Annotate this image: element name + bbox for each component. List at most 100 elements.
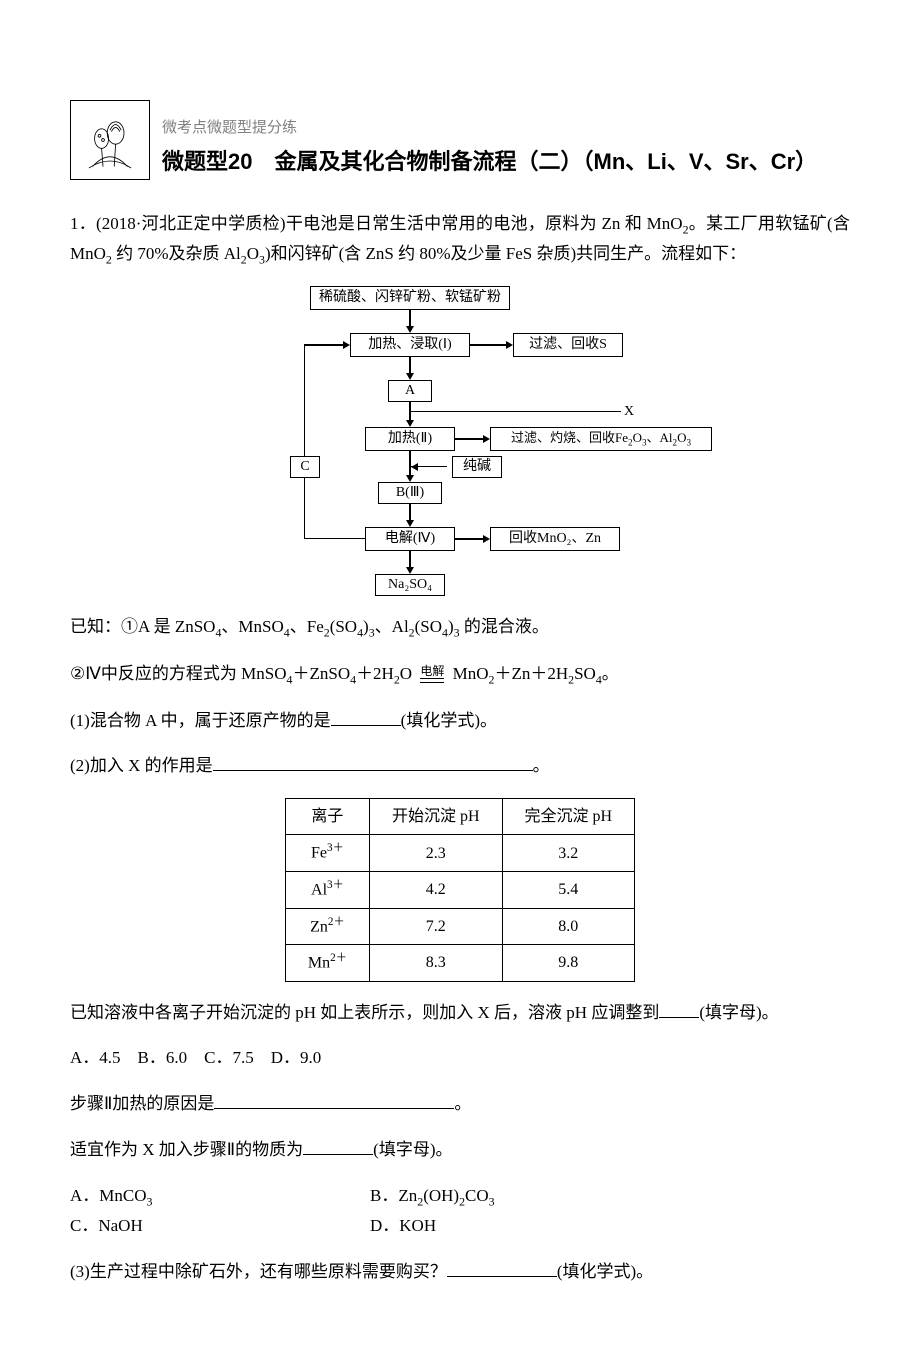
blank[interactable]	[447, 1259, 557, 1277]
table-row: Al3＋ 4.2 5.4	[285, 871, 634, 908]
t: 约 70%及杂质 Al	[112, 244, 241, 263]
arrow-head	[506, 341, 513, 349]
opt-row-2: C．NaOH D．KOH	[70, 1212, 850, 1241]
t: (填字母)。	[699, 1003, 778, 1022]
t: 。	[454, 1094, 471, 1113]
td: 7.2	[369, 908, 502, 945]
td: 3.2	[502, 835, 635, 872]
flow-electrolysis: 电解(Ⅳ)	[365, 527, 455, 551]
known-2: ②Ⅳ中反应的方程式为 MnSO4＋ZnSO4＋2H2O 电解 MnO2＋Zn＋2…	[70, 660, 850, 690]
t: 。	[533, 756, 550, 775]
opt-C: C．NaOH	[70, 1212, 370, 1241]
flow-step1: 加热、浸取(Ⅰ)	[350, 333, 470, 357]
opt-D: D．KOH	[370, 1212, 436, 1241]
header: 微考点微题型提分练 微题型20 金属及其化合物制备流程（二）（Mn、Li、V、S…	[70, 100, 850, 180]
opt-B: B．Zn2(OH)2CO3	[370, 1182, 495, 1212]
t: ＋ZnSO	[292, 664, 350, 683]
arrow-head	[483, 435, 490, 443]
arrow-head	[483, 535, 490, 543]
flow-output: Na₂SO₄	[375, 574, 445, 596]
t: 、MnSO	[221, 617, 283, 636]
t: 2＋	[328, 916, 345, 928]
after-table-1: 已知溶液中各离子开始沉淀的 pH 如上表所示，则加入 X 后，溶液 pH 应调整…	[70, 999, 850, 1028]
line	[304, 478, 305, 539]
t: 的混合液。	[460, 617, 549, 636]
arrow-head	[343, 341, 350, 349]
td-ion: Zn2＋	[285, 908, 369, 945]
electrolysis-symbol: 电解	[416, 665, 448, 684]
flow-soda: 纯碱	[452, 456, 502, 478]
t: 、Al	[375, 617, 409, 636]
t: Zn	[310, 918, 328, 935]
t: 电解	[420, 665, 444, 677]
blank[interactable]	[214, 1091, 454, 1109]
t: 已知：①A 是 ZnSO	[70, 617, 215, 636]
t: (2)加入 X 的作用是	[70, 756, 213, 775]
th: 开始沉淀 pH	[369, 799, 502, 835]
title-text: 金属及其化合物制备流程（二）（Mn、Li、V、Sr、Cr）	[275, 149, 818, 174]
arrow-head	[411, 463, 418, 471]
arrow-head	[406, 520, 414, 527]
ph-table: 离子 开始沉淀 pH 完全沉淀 pH Fe3＋ 2.3 3.2 Al3＋ 4.2…	[285, 798, 635, 981]
sub-q3: (3)生产过程中除矿石外，还有哪些原料需要购买？ (填化学式)。	[70, 1258, 850, 1287]
t: 已知溶液中各离子开始沉淀的 pH 如上表所示，则加入 X 后，溶液 pH 应调整…	[70, 1003, 659, 1022]
t: O	[247, 244, 259, 263]
arrow	[455, 438, 485, 440]
td: 2.3	[369, 835, 502, 872]
t: ＋Zn＋2H	[494, 664, 568, 683]
t: ＋2H	[356, 664, 394, 683]
t: O	[400, 664, 417, 683]
th: 完全沉淀 pH	[502, 799, 635, 835]
heat-reason: 步骤Ⅱ加热的原因是 。	[70, 1090, 850, 1119]
flow-X: X	[624, 400, 634, 424]
t: (填化学式)。	[557, 1262, 653, 1281]
t: SO	[574, 664, 596, 683]
t: 2＋	[330, 952, 347, 964]
title-num: 微题型20	[162, 149, 252, 174]
blank[interactable]	[331, 708, 401, 726]
t: (SO	[330, 617, 357, 636]
opts-ph: A．4.5 B．6.0 C．7.5 D．9.0	[70, 1044, 850, 1073]
t: Mn	[308, 954, 330, 971]
blank[interactable]	[659, 1000, 699, 1018]
t: (填化学式)。	[401, 711, 497, 730]
known-1: 已知：①A 是 ZnSO4、MnSO4、Fe2(SO4)3、Al2(SO4)3 …	[70, 613, 850, 643]
td-ion: Al3＋	[285, 871, 369, 908]
td-ion: Mn2＋	[285, 945, 369, 982]
t: ②Ⅳ中反应的方程式为 MnSO	[70, 664, 287, 683]
flowchart-wrap: 稀硫酸、闪锌矿粉、软锰矿粉 加热、浸取(Ⅰ) 过滤、回收S A X 加热(Ⅱ)	[70, 286, 850, 596]
t: Fe	[311, 845, 327, 862]
line	[304, 345, 305, 456]
t: 1．(2018·河北正定中学质检)干电池是日常生活中常用的电池，原料为 Zn 和…	[70, 214, 683, 233]
question-intro: 1．(2018·河北正定中学质检)干电池是日常生活中常用的电池，原料为 Zn 和…	[70, 210, 850, 269]
sub-q1: (1)混合物 A 中，属于还原产物的是(填化学式)。	[70, 707, 850, 736]
td: 9.8	[502, 945, 635, 982]
arrow-head	[406, 420, 414, 427]
td: 8.3	[369, 945, 502, 982]
t: Al	[311, 881, 327, 898]
header-subtitle: 微考点微题型提分练	[162, 115, 817, 141]
th: 离子	[285, 799, 369, 835]
td: 5.4	[502, 871, 635, 908]
table-row: Fe3＋ 2.3 3.2	[285, 835, 634, 872]
x-choice: 适宜作为 X 加入步骤Ⅱ的物质为(填字母)。	[70, 1136, 850, 1165]
lotus-icon	[70, 100, 150, 180]
sub-q2: (2)加入 X 的作用是 。	[70, 752, 850, 781]
blank[interactable]	[303, 1137, 373, 1155]
t: 步骤Ⅱ加热的原因是	[70, 1094, 214, 1113]
arrow	[455, 538, 485, 540]
blank[interactable]	[213, 753, 533, 771]
t: )和闪锌矿(含 ZnS 约 80%及少量 FeS 杂质)共同生产。流程如下：	[265, 244, 746, 263]
t: (3)生产过程中除矿石外，还有哪些原料需要购买？	[70, 1262, 447, 1281]
t: 过滤、灼烧、回收Fe	[511, 430, 628, 445]
flow-input: 稀硫酸、闪锌矿粉、软锰矿粉	[310, 286, 510, 310]
t: O	[633, 430, 642, 445]
t: MnO	[448, 664, 488, 683]
t: (OH)	[423, 1186, 459, 1205]
line	[411, 411, 621, 412]
arrow	[409, 451, 411, 477]
arrow	[470, 344, 508, 346]
flow-recover-mnzn: 回收MnO₂、Zn	[490, 527, 620, 551]
flow-A: A	[388, 380, 432, 402]
td-ion: Fe3＋	[285, 835, 369, 872]
